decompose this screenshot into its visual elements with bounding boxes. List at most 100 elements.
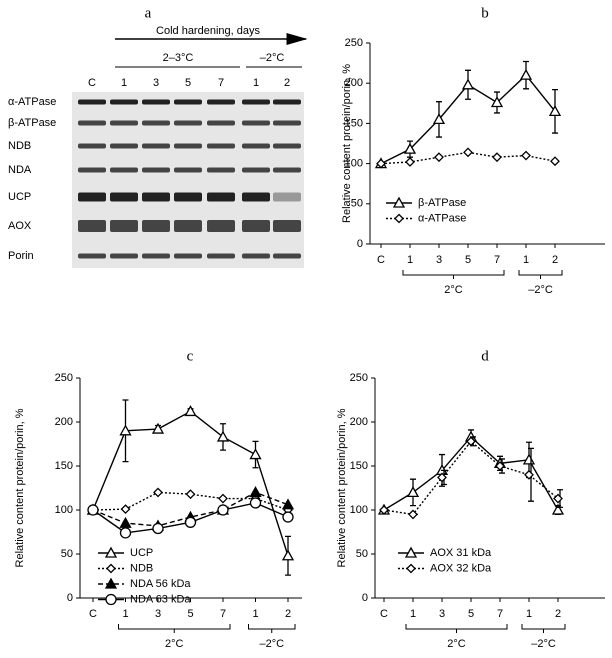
y-tick-label: 150 (345, 117, 363, 129)
y-tick-label: 150 (350, 460, 368, 472)
legend-marker (406, 563, 416, 574)
marker (281, 549, 295, 561)
blot-band (207, 253, 235, 259)
marker (218, 493, 228, 504)
blot-band (174, 167, 202, 173)
legend-label: UCP (130, 547, 153, 559)
condition-label: –2°C (260, 52, 285, 64)
marker (495, 461, 505, 471)
x-tick-label: 2 (555, 608, 561, 620)
y-tick-label: 0 (357, 238, 363, 250)
blot-band (142, 120, 170, 126)
marker (281, 498, 295, 510)
blot-band (110, 99, 138, 105)
row-label: α-ATPase (8, 96, 56, 108)
marker (403, 142, 417, 154)
row-label: NDB (8, 140, 31, 152)
marker (217, 504, 229, 516)
chart: d Relative content protein/porin, % 0 50 100… (336, 348, 605, 650)
group-bracket (518, 270, 563, 279)
x-tick-label: 2 (552, 254, 558, 266)
blot-band (207, 143, 235, 149)
chart: c Relative content protein/porin, % 0 50 100… (14, 348, 302, 650)
blot-band (207, 167, 235, 173)
x-tick-label: 1 (523, 254, 529, 266)
marker (405, 157, 415, 167)
marker (521, 150, 531, 161)
marker (550, 156, 560, 167)
blot-band (242, 99, 270, 105)
marker (282, 511, 294, 523)
marker (153, 487, 163, 498)
marker (152, 522, 164, 535)
blot-band (174, 143, 202, 149)
blot-band (273, 192, 301, 202)
y-tick-label: 200 (350, 416, 368, 428)
blot-band (207, 120, 235, 126)
marker (249, 486, 262, 498)
x-tick-label: C (89, 608, 97, 620)
blot-band (174, 120, 202, 126)
lane-label: 5 (185, 77, 191, 89)
marker (376, 158, 386, 169)
row-label: AOX (8, 220, 32, 232)
x-tick-label: 5 (468, 608, 474, 620)
blot-band (142, 192, 170, 202)
group-bracket (118, 624, 231, 633)
blot-band (242, 167, 270, 173)
y-tick-label: 250 (350, 372, 368, 384)
legend-marker (106, 563, 116, 574)
x-tick-label: 7 (497, 608, 503, 620)
blot-band (174, 220, 202, 232)
legend-label: AOX 31 kDa (430, 547, 492, 559)
marker (432, 113, 446, 125)
y-tick-label: 50 (356, 548, 368, 560)
marker (119, 527, 132, 539)
marker (249, 497, 262, 509)
row-label: Porin (8, 250, 34, 262)
lane-label: 7 (218, 77, 224, 89)
x-tick-label: 3 (155, 608, 161, 620)
group-bracket (521, 624, 566, 633)
blot-band (110, 143, 138, 149)
legend-marker (404, 546, 418, 558)
x-tick-label: 1 (252, 608, 258, 620)
blot-band (242, 120, 270, 126)
blot-band (242, 192, 270, 202)
marker (553, 493, 563, 504)
blot-band (78, 120, 106, 126)
marker (87, 504, 99, 516)
y-axis-label: Relative content protein/porin, % (14, 408, 26, 567)
blot-band (78, 253, 106, 259)
x-tick-label: 1 (407, 254, 413, 266)
y-tick-label: 200 (345, 77, 363, 89)
marker (519, 68, 533, 80)
blot-membrane (72, 92, 304, 268)
blot-band (174, 99, 202, 105)
lane-label: 2 (284, 77, 290, 89)
y-tick-label: 250 (345, 37, 363, 49)
legend-marker (105, 593, 117, 606)
panel-letter: c (187, 348, 194, 364)
blot-band (78, 99, 106, 105)
y-axis-label: Relative content protein/porin, % (341, 64, 353, 223)
marker (437, 472, 447, 483)
marker (185, 489, 196, 500)
marker (524, 469, 534, 480)
marker (492, 152, 502, 163)
group-label: 2°C (165, 638, 184, 650)
marker (184, 516, 197, 528)
x-tick-label: 3 (436, 254, 442, 266)
x-tick-label: 1 (526, 608, 532, 620)
blot-band (242, 253, 270, 259)
y-tick-label: 150 (55, 460, 73, 472)
marker (151, 422, 165, 434)
blot-header: Cold hardening, days (156, 25, 260, 37)
x-tick-label: 3 (439, 608, 445, 620)
chart: b Relative content protein/porin, % 0 50 100… (341, 5, 605, 296)
legend-label: NDA 63 kDa (130, 593, 191, 605)
x-tick-label: C (380, 608, 388, 620)
panel-letter: d (481, 348, 489, 364)
marker (522, 453, 536, 465)
legend-label: α-ATPase (418, 212, 466, 224)
